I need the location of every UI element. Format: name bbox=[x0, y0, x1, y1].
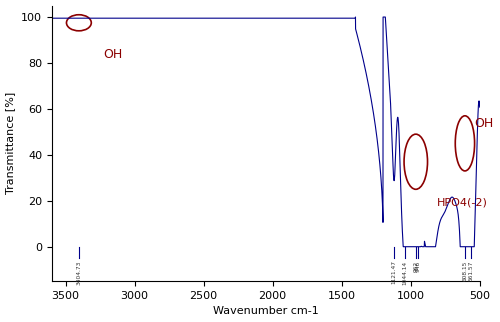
Text: 561.57: 561.57 bbox=[468, 260, 473, 281]
Text: 1121.47: 1121.47 bbox=[392, 260, 396, 285]
Y-axis label: Transmittance [%]: Transmittance [%] bbox=[6, 92, 16, 194]
Text: OH: OH bbox=[474, 117, 494, 130]
X-axis label: Wavenumber cm-1: Wavenumber cm-1 bbox=[213, 307, 318, 317]
Text: 946: 946 bbox=[416, 260, 420, 272]
Text: 3404.73: 3404.73 bbox=[76, 260, 82, 285]
Text: OH: OH bbox=[103, 48, 122, 62]
Text: 608.15: 608.15 bbox=[462, 260, 468, 281]
Text: 962: 962 bbox=[414, 260, 418, 272]
Text: HPO4(-2): HPO4(-2) bbox=[437, 197, 488, 207]
Text: 1044.14: 1044.14 bbox=[402, 260, 407, 285]
